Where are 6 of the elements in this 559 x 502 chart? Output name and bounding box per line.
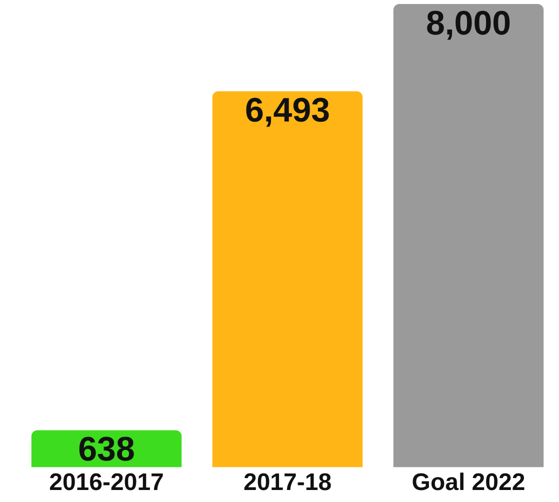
data-label: 8,000 [426,4,512,42]
x-tick-label: 2016-2017 [49,469,164,496]
x-tick-label: 2017-18 [243,469,332,496]
data-label: 638 [78,430,135,469]
x-tick-label: Goal 2022 [412,469,526,496]
data-label: 6,493 [244,92,330,130]
